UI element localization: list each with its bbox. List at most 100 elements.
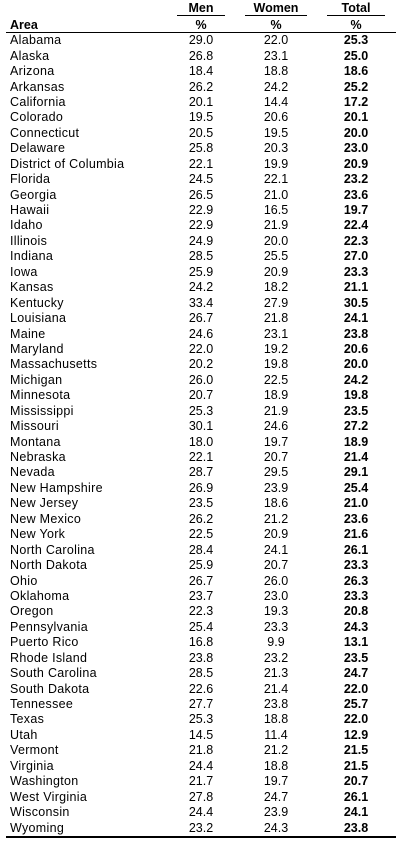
men-value-cell: 22.3 [188,604,214,619]
men-value-cell: 26.8 [188,48,214,63]
total-value-cell: 22.0 [343,712,369,727]
total-value-cell: 27.2 [343,419,369,434]
area-cell: Indiana [10,249,54,264]
area-cell: Alaska [10,48,50,63]
women-value-cell: 20.0 [263,233,289,248]
total-value-cell: 20.7 [343,774,369,789]
total-value-cell: 20.9 [343,156,369,171]
total-value-cell: 13.1 [343,635,369,650]
total-value-cell: 19.8 [343,388,369,403]
table-row: New Jersey 23.5 18.6 21.0 [6,496,396,511]
table-row: New Mexico 26.2 21.2 23.6 [6,512,396,527]
men-value-cell: 26.2 [188,511,214,526]
total-value-cell: 26.3 [343,573,369,588]
women-value-cell: 18.2 [263,280,289,295]
area-cell: New Hampshire [10,480,103,495]
area-cell: Georgia [10,187,57,202]
table-row: Nevada 28.7 29.5 29.1 [6,465,396,480]
area-cell: Texas [10,712,45,727]
total-value-cell: 20.8 [343,604,369,619]
area-cell: Illinois [10,233,48,248]
table-row: Texas 25.3 18.8 22.0 [6,712,396,727]
women-value-cell: 23.1 [263,48,289,63]
area-column-header: Area [6,16,166,33]
area-cell: New York [10,527,66,542]
table-row: Tennessee 27.7 23.8 25.7 [6,697,396,712]
men-value-cell: 22.5 [188,527,214,542]
area-cell: Tennessee [10,697,74,712]
women-value-cell: 14.4 [263,94,289,109]
table-body: Alabama 29.0 22.0 25.3 Alaska 26.8 23.1 25.0 Ari… [6,33,396,838]
women-value-cell: 16.5 [263,203,289,218]
men-value-cell: 26.7 [188,573,214,588]
men-value-cell: 18.0 [188,434,214,449]
women-value-cell: 19.5 [263,125,289,140]
table-row: Nebraska 22.1 20.7 21.4 [6,450,396,465]
men-value-cell: 28.5 [188,249,214,264]
area-cell: Oklahoma [10,588,70,603]
women-value-cell: 23.9 [263,480,289,495]
men-value-cell: 29.0 [188,33,214,48]
area-cell: South Dakota [10,681,90,696]
women-value-cell: 20.7 [263,450,289,465]
women-value-cell: 24.2 [263,79,289,94]
table-row: Delaware 25.8 20.3 23.0 [6,141,396,156]
men-value-cell: 24.2 [188,280,214,295]
total-value-cell: 20.0 [343,357,369,372]
women-value-cell: 24.6 [263,419,289,434]
table-row: Puerto Rico 16.8 9.9 13.1 [6,635,396,650]
total-value-cell: 29.1 [343,465,369,480]
total-value-cell: 18.9 [343,434,369,449]
column-group-header-row: Men Women Total [6,0,396,16]
total-value-cell: 21.5 [343,743,369,758]
men-value-cell: 22.6 [188,681,214,696]
total-value-cell: 21.5 [343,758,369,773]
column-unit-header-row: Area % % % [6,16,396,33]
total-value-cell: 23.6 [343,511,369,526]
men-value-cell: 28.5 [188,666,214,681]
area-cell: Arizona [10,64,55,79]
area-cell: Idaho [10,218,43,233]
area-cell: Massachusetts [10,357,98,372]
table-row: Pennsylvania 25.4 23.3 24.3 [6,620,396,635]
men-column-header: Men [166,0,236,16]
table-row: North Dakota 25.9 20.7 23.3 [6,558,396,573]
women-value-cell: 9.9 [267,635,285,650]
table-row: Connecticut 20.5 19.5 20.0 [6,126,396,141]
table-row: Wisconsin 24.4 23.9 24.1 [6,805,396,820]
total-value-cell: 21.1 [343,280,369,295]
total-value-cell: 12.9 [343,727,369,742]
table-row: Maryland 22.0 19.2 20.6 [6,342,396,357]
area-cell: Vermont [10,743,59,758]
women-value-cell: 19.7 [263,434,289,449]
men-value-cell: 23.5 [188,496,214,511]
women-value-cell: 21.2 [263,743,289,758]
area-cell: South Carolina [10,666,97,681]
total-value-cell: 20.0 [343,125,369,140]
women-value-cell: 22.5 [263,372,289,387]
area-cell: Wisconsin [10,805,70,820]
area-cell: Virginia [10,758,54,773]
total-value-cell: 23.3 [343,558,369,573]
total-value-cell: 25.3 [343,33,369,48]
area-cell: Missouri [10,419,59,434]
table-row: Utah 14.5 11.4 12.9 [6,728,396,743]
men-value-cell: 25.4 [188,619,214,634]
total-value-cell: 25.2 [343,79,369,94]
table-row: Arizona 18.4 18.8 18.6 [6,64,396,79]
area-cell: North Dakota [10,558,88,573]
area-cell: Delaware [10,141,66,156]
men-value-cell: 24.9 [188,233,214,248]
total-value-cell: 26.1 [343,789,369,804]
area-cell: West Virginia [10,789,88,804]
women-value-cell: 18.8 [263,712,289,727]
men-value-cell: 22.9 [188,203,214,218]
total-column-header: Total [316,0,396,16]
women-value-cell: 11.4 [264,727,288,742]
table-row: Michigan 26.0 22.5 24.2 [6,373,396,388]
table-row: South Carolina 28.5 21.3 24.7 [6,666,396,681]
total-value-cell: 30.5 [343,295,369,310]
women-value-cell: 21.8 [263,311,289,326]
men-value-cell: 30.1 [188,419,214,434]
women-value-cell: 19.8 [263,357,289,372]
